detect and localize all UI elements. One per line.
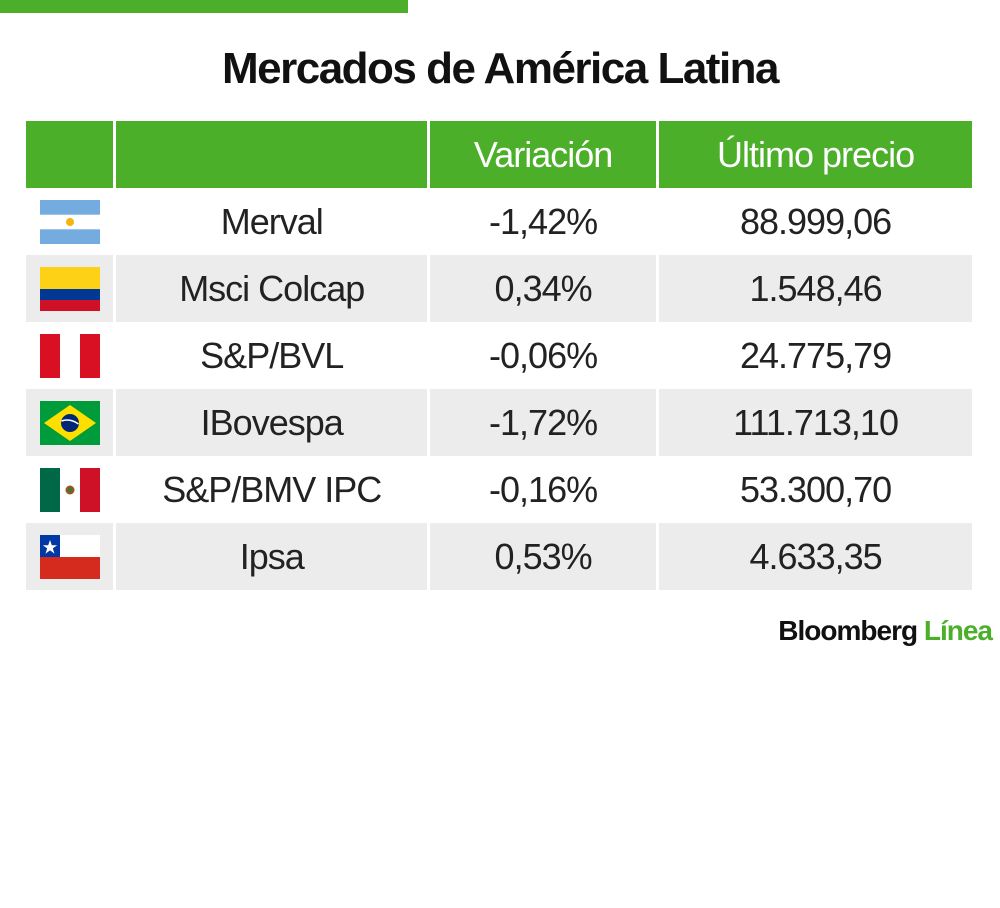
table-header: Variación Último precio	[26, 121, 972, 188]
peru-flag-icon	[39, 334, 100, 379]
variation-value: 0,53%	[430, 523, 660, 590]
page-title: Mercados de América Latina	[221, 44, 780, 93]
index-name: S&P/BMV IPC	[116, 456, 431, 523]
table-row: Ipsa 0,53% 4.633,35	[26, 523, 972, 590]
price-value: 53.300,70	[739, 468, 892, 510]
index-name: S&P/BVL	[116, 322, 431, 389]
flag-cell	[26, 523, 117, 590]
header-index-cell	[116, 121, 431, 188]
variation-value: -0,16%	[430, 456, 660, 523]
mexico-flag-icon	[39, 468, 100, 513]
price-value: 1.548,46	[659, 255, 972, 322]
index-name: IBovespa	[116, 389, 431, 456]
top-accent-bar	[0, 0, 408, 13]
table-row: Msci Colcap 0,34% 1.548,46	[26, 255, 972, 322]
table-row: S&P/BVL -0,06% 24.775,79	[26, 322, 972, 389]
variation-value: -0,06%	[430, 322, 660, 389]
flag-cell	[26, 255, 117, 322]
header-variation: Variación	[430, 121, 660, 188]
header-flag-cell	[26, 121, 117, 188]
price-value: 111.713,10	[659, 389, 972, 456]
index-name: Msci Colcap	[116, 255, 431, 322]
price-value: 24.775,79	[739, 334, 892, 376]
logo-suffix: Línea	[923, 615, 993, 646]
flag-cell	[26, 322, 117, 389]
markets-table: Variación Último precio Merval -1,42% 88…	[26, 121, 972, 590]
header-price: Último precio	[659, 121, 972, 188]
variation-value: -1,42%	[430, 188, 660, 255]
bloomberg-linea-logo: Bloomberg Línea	[778, 615, 993, 647]
variation-value: 0,34%	[430, 255, 660, 322]
table-row: S&P/BMV IPC -0,16% 53.300,70	[26, 456, 972, 523]
table-row: IBovespa -1,72% 111.713,10	[26, 389, 972, 456]
logo-brand: Bloomberg	[778, 615, 918, 646]
brazil-flag-icon	[39, 401, 100, 446]
flag-cell	[26, 188, 117, 255]
variation-value: -1,72%	[430, 389, 660, 456]
table-row: Merval -1,42% 88.999,06	[26, 188, 972, 255]
chile-flag-icon	[39, 535, 100, 580]
price-value: 4.633,35	[659, 523, 972, 590]
index-name: Merval	[116, 188, 431, 255]
price-value: 88.999,06	[739, 200, 892, 242]
argentina-flag-icon	[39, 200, 100, 245]
flag-cell	[26, 456, 117, 523]
flag-cell	[26, 389, 117, 456]
colombia-flag-icon	[39, 267, 100, 312]
index-name: Ipsa	[116, 523, 431, 590]
